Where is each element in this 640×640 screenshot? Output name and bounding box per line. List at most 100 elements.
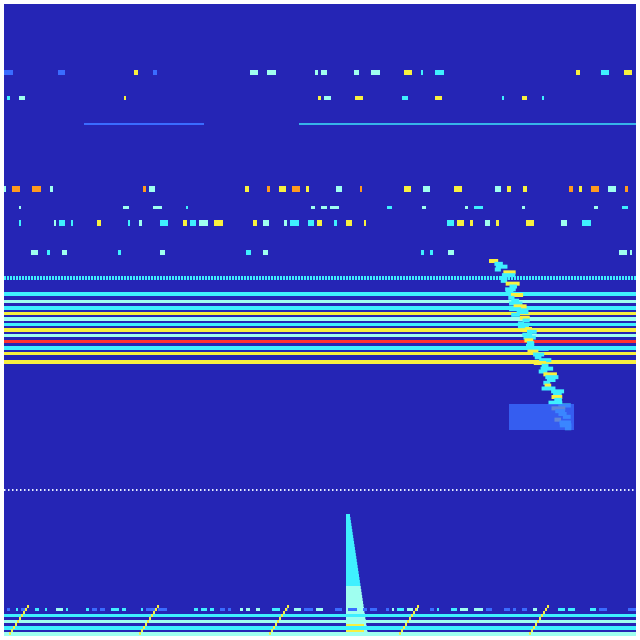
sweep-feature	[511, 312, 520, 317]
tone-row	[210, 608, 214, 611]
dotted-line	[352, 489, 354, 491]
burst-feature	[346, 538, 354, 541]
tone-row	[435, 70, 444, 75]
tone-row	[4, 70, 13, 75]
dotted-line	[56, 489, 58, 491]
dotted-line	[337, 276, 339, 280]
dotted-line	[304, 276, 306, 280]
tone-row	[619, 250, 627, 255]
sweep-feature	[551, 395, 563, 399]
tone-row	[47, 250, 50, 255]
dotted-line	[31, 276, 33, 280]
tone-row	[279, 186, 286, 192]
dotted-line	[476, 489, 478, 491]
dotted-line	[592, 489, 594, 491]
dotted-line	[184, 276, 186, 280]
harmonic-band	[4, 352, 636, 355]
dotted-line	[148, 276, 150, 280]
dotted-line	[391, 276, 393, 280]
tone-row	[485, 220, 490, 226]
dotted-line	[487, 276, 489, 280]
tone-row	[630, 250, 632, 255]
tone-row	[214, 220, 223, 226]
dotted-line	[228, 489, 230, 491]
dotted-line	[424, 489, 426, 491]
dotted-line	[604, 489, 606, 491]
dotted-line	[552, 489, 554, 491]
tone-row	[608, 186, 616, 192]
tone-row	[522, 206, 525, 209]
dotted-line	[616, 276, 618, 280]
dotted-line	[68, 489, 70, 491]
dotted-line	[142, 276, 144, 280]
dotted-line	[120, 489, 122, 491]
dotted-line	[562, 276, 564, 280]
dotted-line	[370, 276, 372, 280]
dotted-line	[457, 276, 459, 280]
tone-row	[421, 70, 423, 75]
dotted-line	[574, 276, 576, 280]
tone-row	[62, 250, 67, 255]
dotted-line	[325, 276, 327, 280]
dotted-line	[550, 276, 552, 280]
tone-row	[54, 220, 56, 226]
dotted-line	[184, 489, 186, 491]
tone-row	[250, 70, 258, 75]
dotted-line	[61, 276, 63, 280]
harmonic-band	[4, 317, 636, 321]
tone-row	[569, 186, 573, 192]
dotted-line	[260, 489, 262, 491]
tone-row	[12, 186, 20, 192]
dotted-line	[418, 276, 420, 280]
dotted-line	[241, 276, 243, 280]
tone-row	[404, 186, 411, 192]
dotted-line	[8, 489, 10, 491]
tone-row	[404, 70, 412, 75]
dotted-line	[168, 489, 170, 491]
dotted-line	[556, 489, 558, 491]
dotted-line	[196, 489, 198, 491]
dotted-line	[488, 489, 490, 491]
tone-row	[594, 206, 598, 209]
dotted-line	[444, 489, 446, 491]
dotted-line	[368, 489, 370, 491]
dotted-line	[484, 489, 486, 491]
burst-feature	[346, 550, 356, 553]
dotted-line	[196, 276, 198, 280]
sweep-feature	[541, 386, 556, 391]
sweep-feature	[517, 324, 529, 329]
chirp-feature	[547, 605, 549, 608]
tone-row	[355, 96, 363, 100]
dotted-line	[16, 489, 18, 491]
dotted-line	[274, 276, 276, 280]
dotted-line	[108, 489, 110, 491]
tone-row	[371, 70, 380, 75]
dotted-line	[526, 276, 528, 280]
dotted-line	[283, 276, 285, 280]
dotted-line	[380, 489, 382, 491]
dotted-line	[392, 489, 394, 491]
sweep-feature	[505, 281, 520, 286]
tone-row	[19, 220, 21, 226]
harmonic-band	[4, 306, 636, 310]
dotted-line	[271, 276, 273, 280]
dotted-line	[128, 489, 130, 491]
dotted-line	[484, 276, 486, 280]
harmonic-band	[4, 620, 636, 623]
dotted-line	[256, 489, 258, 491]
dotted-line	[404, 489, 406, 491]
dotted-line	[199, 276, 201, 280]
tone-row	[392, 608, 394, 611]
chirp-feature	[269, 632, 271, 635]
dotted-line	[607, 276, 609, 280]
dotted-line	[628, 276, 630, 280]
dotted-line	[76, 489, 78, 491]
tone-row	[263, 250, 268, 255]
tone-row	[523, 186, 527, 192]
dotted-line	[64, 489, 66, 491]
tone-row	[317, 220, 322, 226]
tone-row	[183, 220, 187, 226]
chirp-feature	[15, 623, 17, 626]
dotted-line	[364, 489, 366, 491]
dotted-line	[382, 276, 384, 280]
